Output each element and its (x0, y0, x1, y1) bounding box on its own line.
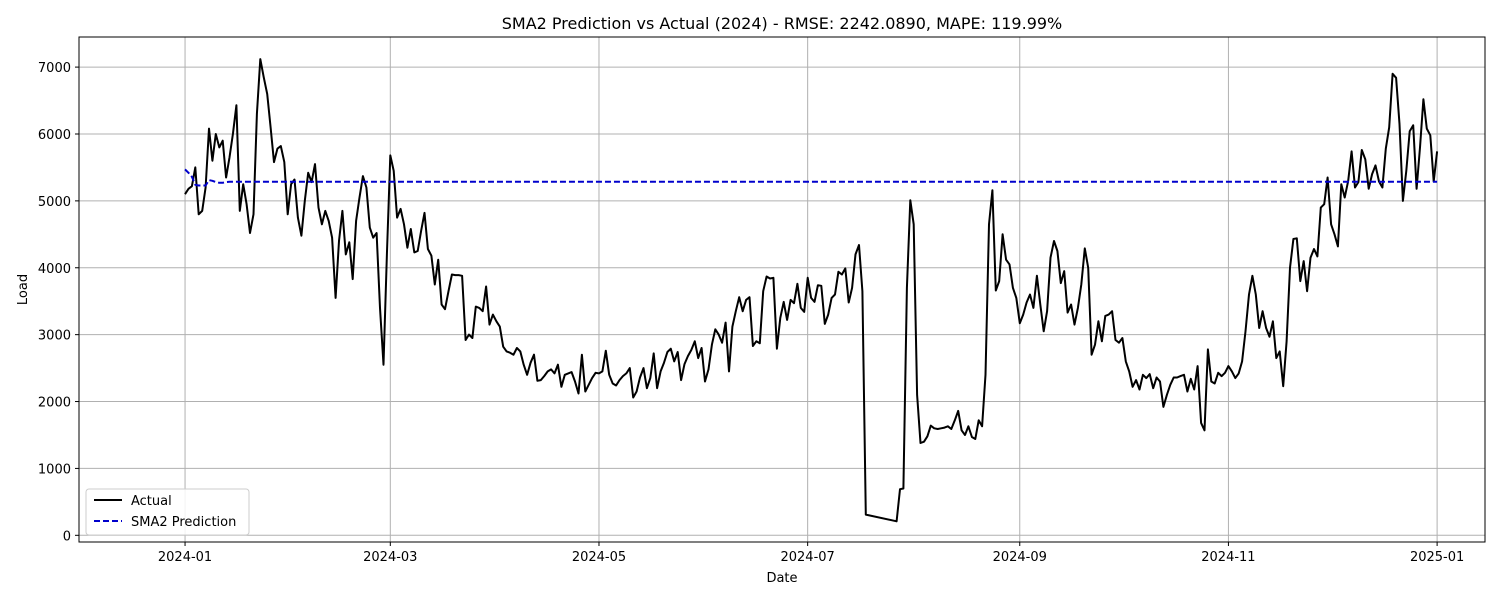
grid (79, 37, 1485, 542)
y-tick-label: 1000 (38, 462, 71, 477)
legend-label-sma2: SMA2 Prediction (131, 515, 236, 530)
y-tick-label: 0 (63, 529, 71, 544)
x-tick-label: 2024-07 (780, 550, 834, 565)
series-line-actual (184, 58, 1439, 523)
y-tick-label: 5000 (38, 195, 71, 210)
x-tick-label: 2024-09 (993, 550, 1047, 565)
y-tick-label: 3000 (38, 329, 71, 344)
y-tick-label: 2000 (38, 396, 71, 411)
legend: Actual SMA2 Prediction (85, 488, 250, 536)
x-tick-label: 2024-03 (363, 550, 417, 565)
plot-frame (78, 36, 1486, 543)
y-tick-label: 7000 (38, 61, 71, 76)
x-tick-label: 2024-11 (1201, 550, 1255, 565)
series-line-sma2-prediction (184, 168, 1438, 187)
y-axis: 0 1000 2000 3000 4000 5000 6000 7000 (38, 61, 79, 544)
y-tick-label: 6000 (38, 128, 71, 143)
legend-box (85, 488, 250, 536)
x-axis: 2024-01 2024-03 2024-05 2024-07 2024-09 2024-… (158, 542, 1464, 565)
x-axis-title: Date (766, 571, 797, 586)
chart-title: SMA2 Prediction vs Actual (2024) - RMSE:… (502, 14, 1063, 33)
x-tick-label: 2025-01 (1410, 550, 1464, 565)
legend-label-actual: Actual (131, 494, 172, 509)
series-layer (184, 58, 1439, 523)
x-tick-label: 2024-01 (158, 550, 212, 565)
y-axis-title: Load (16, 274, 31, 305)
x-tick-label: 2024-05 (572, 550, 626, 565)
y-tick-label: 4000 (38, 262, 71, 277)
